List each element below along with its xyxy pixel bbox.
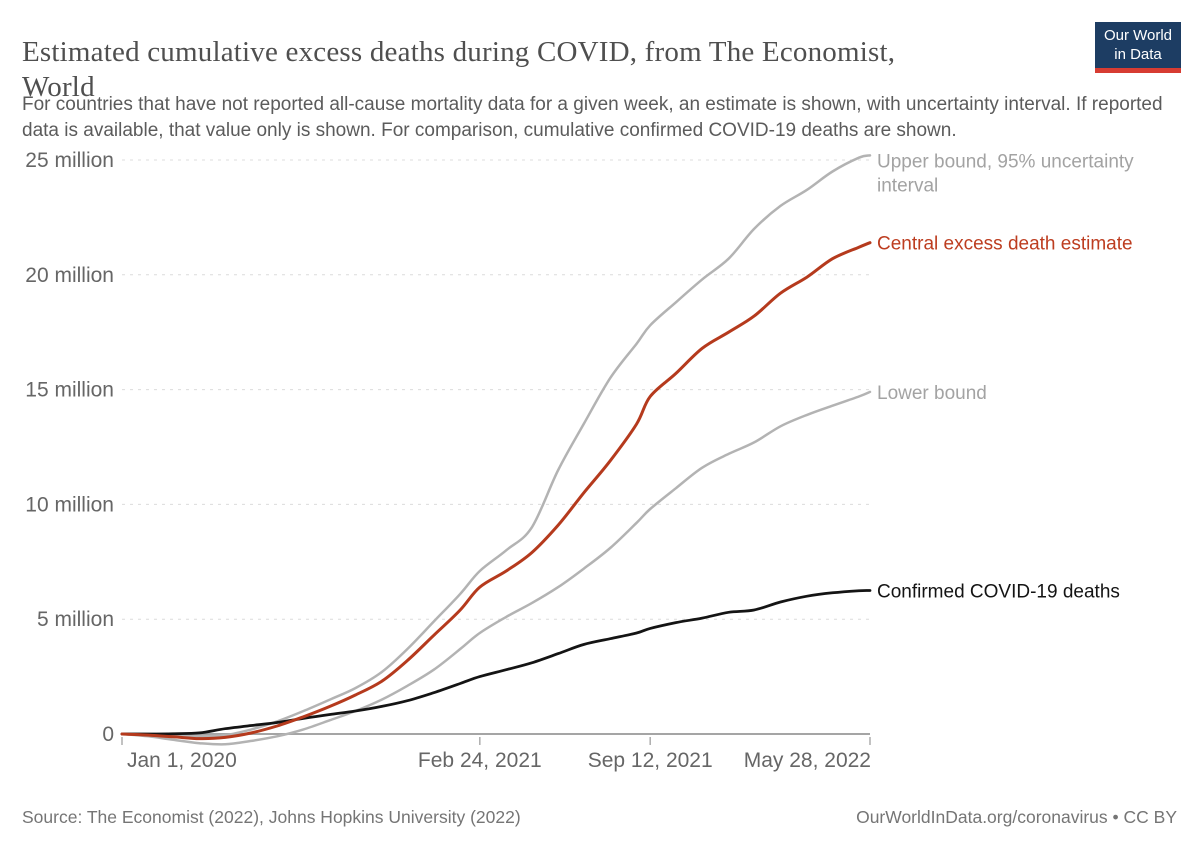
y-axis-tick-label: 0	[102, 723, 114, 746]
series-label-central-excess-death-estimate: Central excess death estimate	[877, 234, 1133, 255]
series-line-central-excess-death-estimate	[120, 241, 872, 741]
y-axis-tick-label: 20 million	[25, 264, 114, 287]
series-label-confirmed-covid-19-deaths: Confirmed COVID-19 deaths	[877, 582, 1120, 603]
x-axis-tick-label: May 28, 2022	[744, 749, 871, 772]
series-line-confirmed-covid-19-deaths	[120, 589, 872, 736]
x-axis-tick-label: Feb 24, 2021	[418, 749, 542, 772]
x-axis-tick-label: Jan 1, 2020	[127, 749, 237, 772]
series-label-line: interval	[877, 175, 938, 196]
series-label-line: Upper bound, 95% uncertainty	[877, 151, 1134, 172]
series-line-upper-bound-95-uncertainty-interval	[120, 154, 872, 738]
page-title: Estimated cumulative excess deaths durin…	[22, 35, 1062, 105]
owid-logo: Our World in Data	[1095, 22, 1181, 73]
y-axis-tick-label: 15 million	[25, 379, 114, 402]
series-label-lower-bound: Lower bound	[877, 383, 987, 404]
owid-logo-line1: Our World	[1103, 27, 1173, 44]
series-label-line: Central excess death estimate	[877, 234, 1133, 255]
series-line-lower-bound	[120, 390, 872, 746]
owid-logo-line2: in Data	[1114, 46, 1162, 63]
license-credit: OurWorldInData.org/coronavirus • CC BY	[856, 807, 1177, 827]
page-title-line2: World	[22, 71, 95, 104]
series-label-upper-bound-95-uncertainty-interval: Upper bound, 95% uncertainty interval	[877, 151, 1134, 196]
series-label-line: Lower bound	[877, 383, 987, 404]
y-axis-tick-label: 5 million	[37, 608, 114, 631]
y-axis-tick-label: 25 million	[25, 149, 114, 172]
page-title-line1: Estimated cumulative excess deaths durin…	[22, 36, 896, 69]
page-subtitle: For countries that have not reported all…	[22, 94, 1163, 141]
y-axis-tick-label: 10 million	[25, 493, 114, 516]
x-axis-tick-label: Sep 12, 2021	[588, 749, 713, 772]
series-label-line: Confirmed COVID-19 deaths	[877, 582, 1120, 603]
source-note: Source: The Economist (2022), Johns Hopk…	[22, 807, 521, 827]
owid-logo-red-stripe	[1095, 68, 1181, 73]
